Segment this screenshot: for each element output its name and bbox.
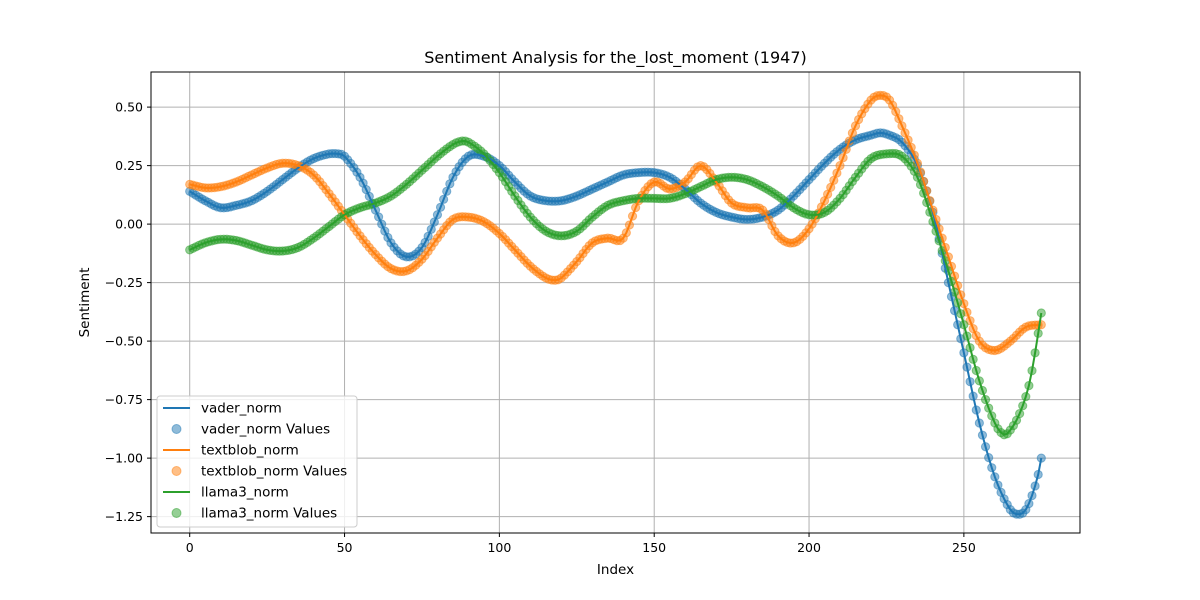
textblob_norm-line: [189, 94, 1042, 352]
x-axis-label: Index: [597, 562, 634, 578]
llama3_norm-line: [189, 140, 1043, 436]
chart-title: Sentiment Analysis for the_lost_moment (…: [424, 48, 807, 68]
y-tick-label: −0.50: [105, 334, 143, 349]
x-tick-label: 100: [487, 540, 511, 555]
y-tick-label: −1.25: [105, 509, 143, 524]
x-tick-label: 0: [186, 540, 194, 555]
vader_norm-line: [189, 131, 1043, 516]
legend-label: vader_norm: [201, 401, 282, 417]
legend-box: [156, 395, 358, 528]
legend-label: textblob_norm: [201, 443, 299, 459]
legend-marker-swatch: [171, 424, 182, 434]
y-tick-label: 0.00: [115, 217, 143, 232]
y-tick-label: −0.75: [105, 392, 143, 407]
y-tick-label: −0.25: [105, 275, 143, 290]
axis-ticks: 0 50 100 150 200 250 0.50 0.25 0.00 −0.25 −0.50 −0.…: [105, 100, 976, 555]
legend-marker-swatch: [171, 466, 182, 476]
x-tick-label: 50: [337, 540, 353, 555]
legend-label: llama3_norm: [201, 485, 289, 501]
y-tick-label: 0.50: [115, 100, 143, 115]
y-axis-label: Sentiment: [77, 268, 93, 338]
x-tick-label: 150: [642, 540, 666, 555]
legend-label: vader_norm Values: [201, 422, 330, 438]
legend-marker-swatch: [171, 508, 182, 518]
y-tick-label: 0.25: [115, 158, 143, 173]
y-tick-label: −1.00: [105, 451, 143, 466]
legend-label: llama3_norm Values: [201, 506, 337, 522]
x-tick-label: 200: [797, 540, 821, 555]
line-layer: [189, 94, 1043, 516]
plot-frame: [150, 71, 1081, 534]
x-tick-label: 250: [952, 540, 976, 555]
legend-label: textblob_norm Values: [201, 464, 347, 480]
legend: vader_norm vader_norm Values textblob_norm…: [156, 395, 358, 528]
